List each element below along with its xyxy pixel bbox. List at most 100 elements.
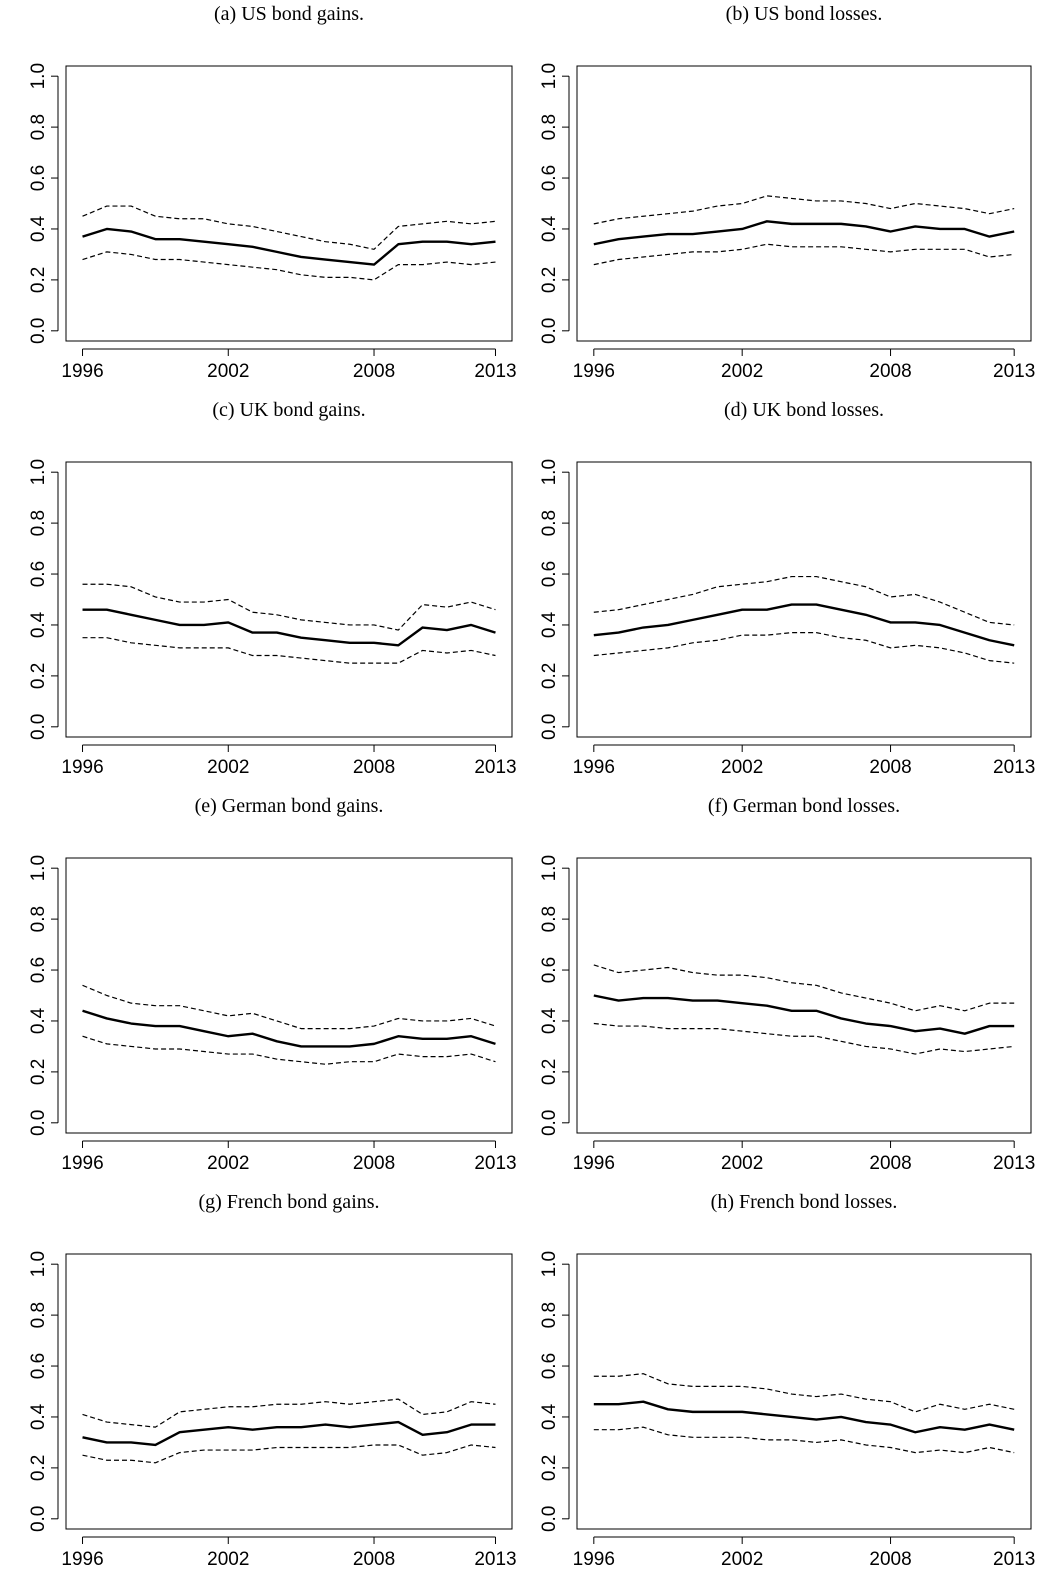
band-line bbox=[593, 632, 1015, 664]
panel-title: (e) German bond gains. bbox=[195, 795, 384, 817]
y-tick-label: 0.4 bbox=[539, 611, 560, 638]
x-tick-label: 1996 bbox=[61, 361, 103, 382]
x-tick-label: 2008 bbox=[353, 1153, 395, 1174]
plot-frame bbox=[576, 461, 1032, 738]
y-tick-label: 0.2 bbox=[28, 663, 49, 689]
y-tick-label: 0.6 bbox=[28, 957, 49, 983]
y-tick-label: 0.6 bbox=[539, 561, 560, 587]
band-line bbox=[82, 205, 496, 250]
band-line bbox=[593, 1022, 1015, 1055]
y-tick-label: 1.0 bbox=[539, 63, 560, 89]
x-tick-label: 1996 bbox=[573, 1549, 615, 1570]
y-tick-label: 0.2 bbox=[539, 1059, 560, 1085]
y-tick-label: 1.0 bbox=[28, 63, 49, 89]
y-tick-label: 0.8 bbox=[539, 906, 560, 932]
x-tick-label: 1996 bbox=[61, 1549, 103, 1570]
estimate-line bbox=[593, 1400, 1015, 1434]
y-tick-label: 0.8 bbox=[28, 510, 49, 536]
band-line bbox=[593, 243, 1015, 266]
y-tick-label: 0.6 bbox=[28, 561, 49, 587]
x-tick-label: 2013 bbox=[474, 1153, 516, 1174]
x-tick-label: 2002 bbox=[207, 361, 249, 382]
y-tick-label: 0.2 bbox=[28, 267, 49, 293]
estimate-line bbox=[593, 994, 1015, 1035]
plot-frame bbox=[576, 65, 1032, 342]
estimate-line bbox=[82, 608, 496, 647]
panel-title: (b) US bond losses. bbox=[726, 3, 883, 25]
panel-title: (h) French bond losses. bbox=[711, 1191, 898, 1213]
band-line bbox=[593, 964, 1015, 1012]
x-tick-label: 2002 bbox=[207, 1153, 249, 1174]
y-tick-label: 0.8 bbox=[539, 510, 560, 536]
panel-title: (g) French bond gains. bbox=[198, 1191, 379, 1213]
y-tick-label: 0.4 bbox=[28, 1007, 49, 1034]
y-tick-label: 0.4 bbox=[28, 1403, 49, 1430]
plot-frame bbox=[65, 857, 513, 1134]
band-line bbox=[82, 251, 496, 281]
estimate-line bbox=[82, 227, 496, 266]
estimate-line bbox=[593, 220, 1015, 246]
y-tick-label: 0.6 bbox=[539, 1353, 560, 1379]
x-tick-label: 2002 bbox=[721, 1153, 763, 1174]
x-tick-label: 2013 bbox=[993, 361, 1035, 382]
y-tick-label: 0.4 bbox=[539, 215, 560, 242]
y-tick-label: 0.6 bbox=[28, 165, 49, 191]
y-tick-label: 0.0 bbox=[28, 1506, 49, 1532]
y-tick-label: 1.0 bbox=[539, 459, 560, 485]
x-tick-label: 2013 bbox=[474, 1549, 516, 1570]
band-line bbox=[82, 1444, 496, 1464]
y-tick-label: 1.0 bbox=[539, 855, 560, 881]
x-tick-label: 2002 bbox=[721, 1549, 763, 1570]
plot-frame bbox=[576, 857, 1032, 1134]
x-tick-label: 2002 bbox=[207, 757, 249, 778]
y-tick-label: 0.8 bbox=[539, 1302, 560, 1328]
band-line bbox=[82, 1035, 496, 1065]
x-tick-label: 2002 bbox=[721, 361, 763, 382]
plot-frame bbox=[65, 1253, 513, 1530]
x-tick-label: 2008 bbox=[869, 1549, 911, 1570]
y-tick-label: 0.8 bbox=[28, 1302, 49, 1328]
y-tick-label: 0.0 bbox=[539, 714, 560, 740]
y-tick-label: 0.2 bbox=[28, 1455, 49, 1481]
y-tick-label: 0.6 bbox=[539, 165, 560, 191]
x-tick-label: 1996 bbox=[573, 1153, 615, 1174]
band-line bbox=[593, 195, 1015, 225]
y-tick-label: 1.0 bbox=[28, 855, 49, 881]
x-tick-label: 2013 bbox=[993, 1549, 1035, 1570]
panel-title: (d) UK bond losses. bbox=[724, 399, 884, 421]
x-tick-label: 2008 bbox=[869, 1153, 911, 1174]
estimate-line bbox=[82, 1420, 496, 1447]
y-tick-label: 0.2 bbox=[539, 1455, 560, 1481]
y-tick-label: 0.4 bbox=[28, 611, 49, 638]
x-tick-label: 2008 bbox=[353, 757, 395, 778]
y-tick-label: 0.0 bbox=[539, 1110, 560, 1136]
band-line bbox=[82, 583, 496, 631]
y-tick-label: 0.8 bbox=[539, 114, 560, 140]
x-tick-label: 2013 bbox=[993, 1153, 1035, 1174]
y-tick-label: 0.2 bbox=[539, 267, 560, 293]
y-tick-label: 0.4 bbox=[539, 1403, 560, 1430]
x-tick-label: 2008 bbox=[869, 361, 911, 382]
y-tick-label: 1.0 bbox=[539, 1251, 560, 1277]
x-tick-label: 2013 bbox=[474, 361, 516, 382]
y-tick-label: 0.6 bbox=[28, 1353, 49, 1379]
band-line bbox=[82, 1398, 496, 1428]
y-tick-label: 1.0 bbox=[28, 459, 49, 485]
y-tick-label: 0.8 bbox=[28, 114, 49, 140]
panel-title: (f) German bond losses. bbox=[708, 795, 900, 817]
y-tick-label: 0.0 bbox=[28, 714, 49, 740]
x-tick-label: 2008 bbox=[353, 361, 395, 382]
y-tick-label: 1.0 bbox=[28, 1251, 49, 1277]
y-tick-label: 0.8 bbox=[28, 906, 49, 932]
band-line bbox=[593, 575, 1015, 626]
x-tick-label: 2008 bbox=[353, 1549, 395, 1570]
x-tick-label: 1996 bbox=[61, 1153, 103, 1174]
x-tick-label: 1996 bbox=[573, 361, 615, 382]
x-tick-label: 2008 bbox=[869, 757, 911, 778]
x-tick-label: 2013 bbox=[474, 757, 516, 778]
x-tick-label: 2013 bbox=[993, 757, 1035, 778]
panel-title: (c) UK bond gains. bbox=[212, 399, 365, 421]
estimate-line bbox=[82, 1009, 496, 1048]
y-tick-label: 0.2 bbox=[28, 1059, 49, 1085]
